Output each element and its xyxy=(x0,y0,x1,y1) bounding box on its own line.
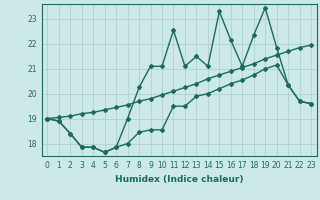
X-axis label: Humidex (Indice chaleur): Humidex (Indice chaleur) xyxy=(115,175,244,184)
